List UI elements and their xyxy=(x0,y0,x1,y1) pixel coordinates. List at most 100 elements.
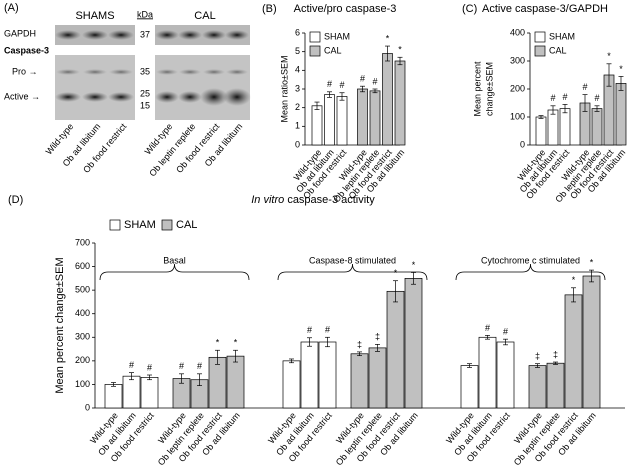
error-bar xyxy=(571,287,576,303)
error-bar xyxy=(111,382,116,387)
legend-swatch xyxy=(309,31,321,43)
y-tick-label: 600 xyxy=(75,261,90,271)
annotation: * xyxy=(398,45,402,55)
bar xyxy=(582,275,601,409)
annotation: # xyxy=(197,361,202,371)
bar xyxy=(404,278,423,409)
blot-panel: (A) SHAMS CAL kDa GAPDH Caspase-3 Pro → … xyxy=(4,2,251,120)
bar xyxy=(226,355,245,409)
bar xyxy=(208,356,227,409)
annotation: * xyxy=(394,268,398,278)
active-label: Active → xyxy=(4,91,40,101)
error-bar xyxy=(289,358,294,364)
error-bar xyxy=(385,45,390,62)
panel-label: (B) xyxy=(262,3,277,15)
error-bar xyxy=(129,372,134,381)
error-bar xyxy=(325,336,330,348)
bar xyxy=(324,94,335,146)
y-tick-label: 6 xyxy=(295,27,300,37)
bar xyxy=(496,341,515,409)
blot-image xyxy=(155,55,250,120)
y-tick-label: 300 xyxy=(75,332,90,342)
error-bar xyxy=(485,335,490,340)
bar xyxy=(368,347,387,409)
bar xyxy=(535,116,547,146)
y-tick-label: 0 xyxy=(85,402,90,412)
sham-label: SHAMS xyxy=(75,10,114,22)
error-bar xyxy=(197,373,202,386)
y-tick-label: 3 xyxy=(295,83,300,93)
bar xyxy=(394,60,406,146)
marker: 25 xyxy=(140,88,150,98)
y-tick-label: 2 xyxy=(295,102,300,112)
bar xyxy=(311,105,323,146)
y-tick-label: 0 xyxy=(520,139,525,149)
error-bar xyxy=(179,373,184,384)
annotation: # xyxy=(485,323,490,333)
annotation: # xyxy=(179,361,184,371)
bar xyxy=(564,294,583,409)
error-bar xyxy=(147,374,152,381)
annotation: * xyxy=(234,338,238,348)
bar xyxy=(386,290,405,409)
legend-label: SHAM xyxy=(124,219,156,231)
bar xyxy=(282,360,301,409)
panel-label: (C) xyxy=(462,3,477,15)
bar xyxy=(122,375,141,409)
group-label: Cytochrome c stimulated xyxy=(481,255,580,265)
bar xyxy=(357,88,368,146)
bands xyxy=(55,30,251,106)
pro-label: Pro → xyxy=(12,66,38,76)
annotation: # xyxy=(550,93,555,103)
bar xyxy=(336,96,348,146)
bar xyxy=(615,83,627,146)
legend-swatch xyxy=(109,219,121,231)
error-bar xyxy=(562,104,568,114)
legend-swatch xyxy=(161,219,173,231)
error-bar xyxy=(535,363,540,368)
error-bar xyxy=(411,272,416,285)
title-italic: In vitro xyxy=(251,194,284,206)
blot-image xyxy=(55,55,135,120)
y-tick-label: 1 xyxy=(295,121,300,131)
group-brace xyxy=(455,263,606,281)
chart-title: Active/pro caspase-3 xyxy=(294,3,397,15)
legend-swatch xyxy=(534,45,546,57)
legend-swatch xyxy=(534,31,546,43)
y-tick-label: 300 xyxy=(510,55,525,65)
error-bar xyxy=(307,337,312,347)
error-bar xyxy=(397,56,403,66)
error-bar xyxy=(375,344,380,352)
error-bar xyxy=(314,101,320,110)
marker: 15 xyxy=(140,100,150,110)
cal-label: CAL xyxy=(194,10,215,22)
group-label: Basal xyxy=(163,255,186,265)
legend-label: CAL xyxy=(549,45,567,55)
bar xyxy=(382,53,393,146)
legend-label: SHAM xyxy=(324,31,350,41)
bar xyxy=(104,384,123,409)
bar xyxy=(140,377,159,409)
bar xyxy=(350,353,369,409)
y-axis-label: Mean percent change±SEM xyxy=(54,257,66,393)
error-bar xyxy=(618,76,624,91)
annotation: * xyxy=(572,275,576,285)
annotation: # xyxy=(339,80,344,90)
bar xyxy=(528,365,547,409)
error-bar xyxy=(339,92,345,101)
error-bar xyxy=(538,115,544,119)
annotation: # xyxy=(327,79,332,89)
error-bar xyxy=(360,85,365,93)
y-tick-label: 400 xyxy=(510,27,525,37)
bar xyxy=(478,336,497,409)
legend-label: CAL xyxy=(176,219,197,231)
annotation: # xyxy=(325,325,330,335)
bar xyxy=(318,341,337,409)
annotation: * xyxy=(607,51,611,61)
y-tick-label: 200 xyxy=(75,355,90,365)
bar xyxy=(300,341,319,409)
bar xyxy=(559,108,571,146)
y-axis-label: Mean ratio±SEM xyxy=(279,56,289,123)
annotation: ‡ xyxy=(357,339,362,349)
